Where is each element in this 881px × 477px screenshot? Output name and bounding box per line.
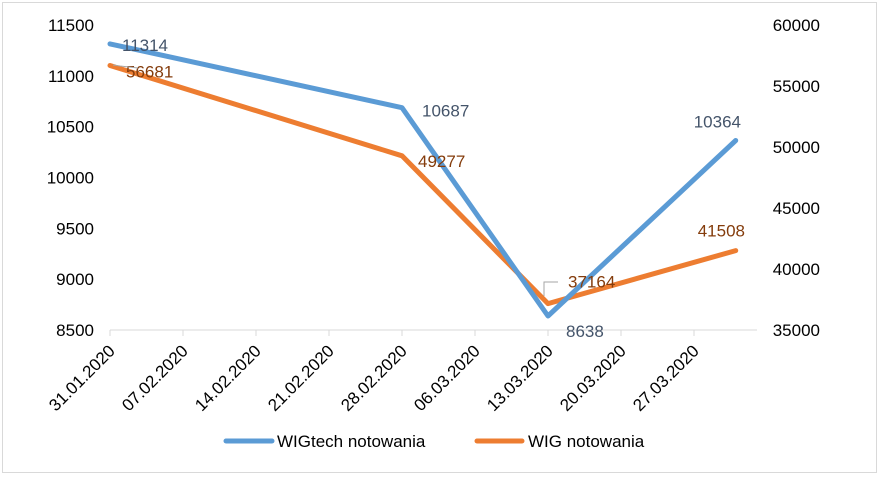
x-tick-label: 14.02.2020 xyxy=(191,341,265,415)
right-tick-label: 40000 xyxy=(773,260,820,279)
x-axis-ticks: 31.01.2020 07.02.2020 14.02.2020 21.02.2020… xyxy=(45,330,703,415)
left-axis-ticks: 8500 9000 9500 10000 10500 11000 11500 xyxy=(47,16,94,340)
wigtech-data-label: 8638 xyxy=(566,322,604,341)
left-tick-label: 8500 xyxy=(56,321,94,340)
x-tick-label: 28.02.2020 xyxy=(337,341,411,415)
wigtech-data-label: 10687 xyxy=(422,102,469,121)
right-axis-ticks: 35000 40000 45000 50000 55000 60000 xyxy=(773,16,820,340)
leader-line xyxy=(112,64,139,69)
left-tick-label: 11500 xyxy=(48,16,94,35)
x-tick-label: 13.03.2020 xyxy=(483,341,557,415)
x-tick-label: 07.02.2020 xyxy=(118,341,192,415)
left-tick-label: 10000 xyxy=(47,169,94,188)
data-labels: 11314 10687 8638 10364 56681 49277 37164 41508 xyxy=(112,36,745,341)
wig-data-label: 37164 xyxy=(568,273,615,292)
wig-data-label: 56681 xyxy=(126,62,173,81)
right-tick-label: 60000 xyxy=(773,16,820,35)
left-tick-label: 9000 xyxy=(56,270,94,289)
x-tick-label: 27.03.2020 xyxy=(629,341,703,415)
leader-line xyxy=(543,281,558,296)
left-tick-label: 11000 xyxy=(48,67,94,86)
wig-series-line xyxy=(107,63,739,307)
right-tick-label: 50000 xyxy=(773,138,820,157)
right-tick-label: 55000 xyxy=(773,77,820,96)
series-lines xyxy=(107,41,739,319)
left-tick-label: 10500 xyxy=(47,118,94,137)
wig-data-label: 41508 xyxy=(698,222,745,241)
wig-data-label: 49277 xyxy=(418,152,465,171)
wigtech-data-label: 10364 xyxy=(694,112,741,131)
x-tick-label: 21.02.2020 xyxy=(264,341,338,415)
right-tick-label: 45000 xyxy=(773,199,820,218)
right-tick-label: 35000 xyxy=(773,321,820,340)
x-tick-label: 31.01.2020 xyxy=(45,341,119,415)
wigtech-data-label: 11314 xyxy=(122,36,168,55)
wigtech-series-line xyxy=(107,41,739,319)
legend-item-wigtech-label: WIGtech notowania xyxy=(277,432,426,451)
left-tick-label: 9500 xyxy=(56,219,94,238)
legend: WIGtech notowania WIG notowania xyxy=(223,432,645,451)
x-tick-label: 06.03.2020 xyxy=(410,341,484,415)
legend-item-wig-label: WIG notowania xyxy=(528,432,645,451)
x-tick-label: 20.03.2020 xyxy=(556,341,630,415)
